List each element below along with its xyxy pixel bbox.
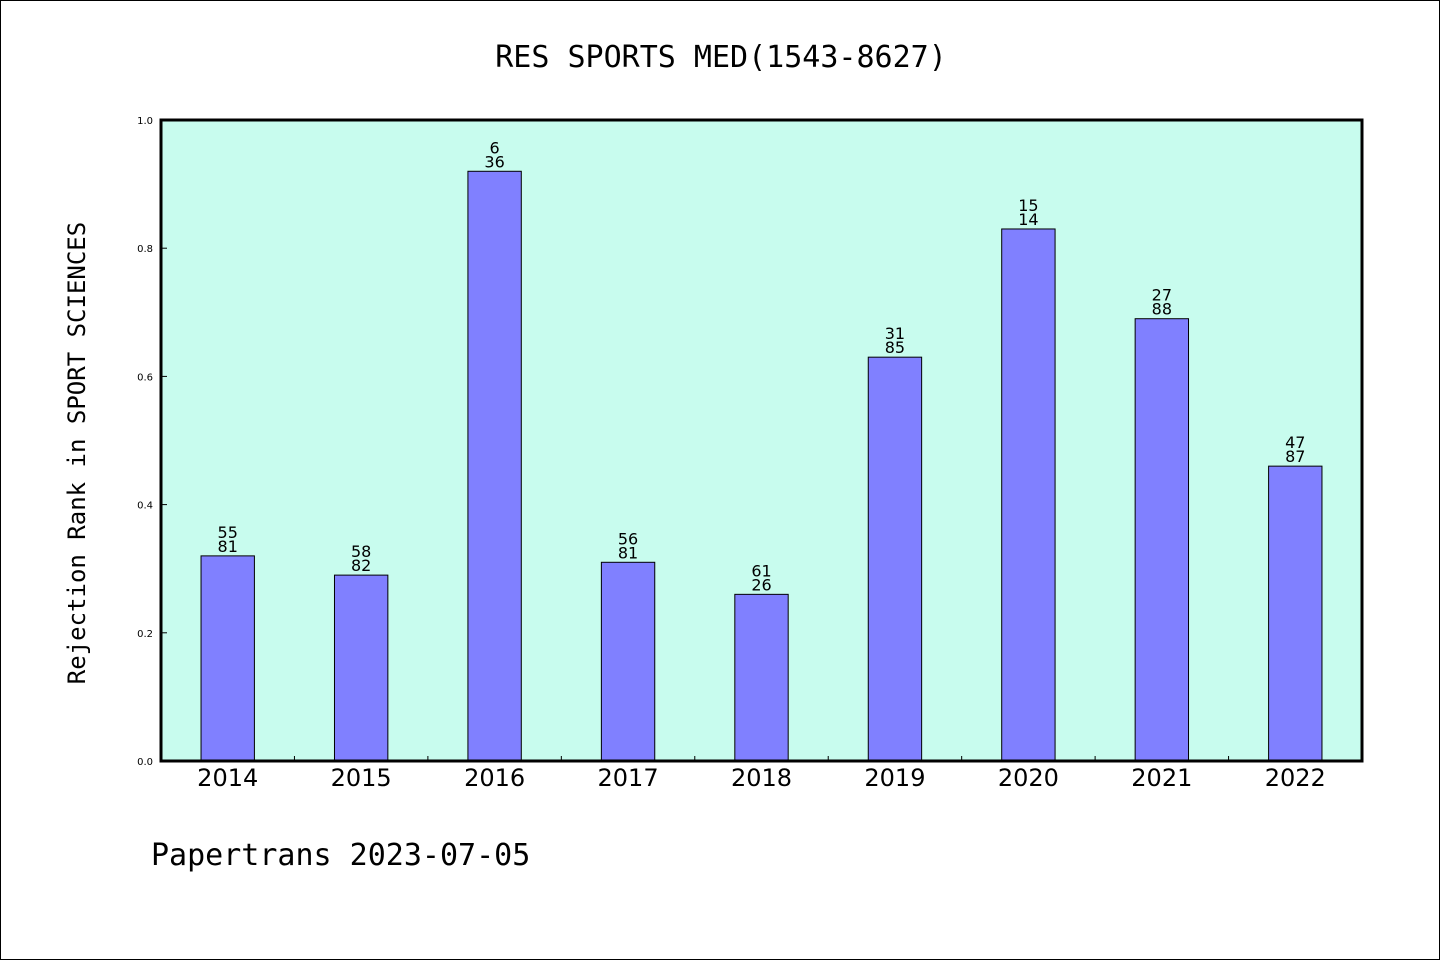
bar-2022 bbox=[1268, 465, 1323, 762]
y-tick-label-0.6: 0.6 bbox=[137, 372, 153, 383]
x-tick-label-2020: 2020 bbox=[998, 764, 1059, 792]
bar-label-2021-2: 88 bbox=[1152, 300, 1172, 319]
x-tick-label-2022: 2022 bbox=[1265, 764, 1326, 792]
x-tick-label-2021: 2021 bbox=[1131, 764, 1192, 792]
bar-2019 bbox=[867, 356, 923, 762]
bar-label-2022-1: 47 bbox=[1285, 433, 1305, 452]
bar-label-2021-1: 27 bbox=[1152, 286, 1172, 305]
axis-ticks: 2014 2015 2016 2017 2018 2019 2020 2021 2022 0.0 0… bbox=[137, 116, 1326, 792]
x-tick-label-2014: 2014 bbox=[197, 764, 258, 792]
bar-label-2019-1: 31 bbox=[885, 324, 905, 343]
y-tick-label-0.0: 0.0 bbox=[137, 757, 153, 768]
bar-label-2017-1: 56 bbox=[618, 529, 638, 548]
y-tick-label-0.8: 0.8 bbox=[137, 244, 153, 255]
bar-label-2020-2: 14 bbox=[1018, 210, 1038, 229]
bar-label-2019-2: 85 bbox=[885, 338, 905, 357]
bar-2018 bbox=[734, 593, 789, 762]
bar-2020 bbox=[1001, 228, 1056, 762]
chart-title: RES SPORTS MED(1543-8627) bbox=[495, 40, 947, 75]
bar-label-2017-2: 81 bbox=[618, 543, 638, 562]
bar-label-2018-1: 61 bbox=[751, 561, 771, 580]
bar-2015 bbox=[333, 574, 389, 762]
plot-frame bbox=[159, 118, 1364, 763]
bar-label-2014-1: 55 bbox=[218, 523, 238, 542]
bar-label-2018-2: 26 bbox=[751, 575, 771, 594]
y-axis-label: Rejection Rank in SPORT SCIENCES bbox=[63, 222, 91, 684]
bar-label-2014-2: 81 bbox=[218, 537, 238, 556]
bar-label-2020-1: 15 bbox=[1018, 196, 1038, 215]
bar-2014 bbox=[200, 555, 255, 762]
x-tick-label-2017: 2017 bbox=[598, 764, 659, 792]
bar-2017 bbox=[600, 561, 656, 762]
x-tick-label-2016: 2016 bbox=[464, 764, 525, 792]
x-tick-label-2015: 2015 bbox=[331, 764, 392, 792]
bar-label-2015-2: 82 bbox=[351, 556, 371, 575]
y-tick-label-0.4: 0.4 bbox=[137, 501, 153, 512]
bar-label-2016-2: 36 bbox=[484, 152, 504, 171]
x-tick-label-2018: 2018 bbox=[731, 764, 792, 792]
footer-credit: Papertrans 2023-07-05 bbox=[151, 838, 530, 873]
y-tick-label-0.2: 0.2 bbox=[137, 629, 153, 640]
x-tick-label-2019: 2019 bbox=[864, 764, 925, 792]
bar-2021 bbox=[1134, 318, 1190, 762]
bars bbox=[200, 170, 1323, 762]
bar-label-2015-1: 58 bbox=[351, 542, 371, 561]
y-tick-label-1.0: 1.0 bbox=[137, 116, 153, 127]
bar-2016 bbox=[467, 170, 522, 762]
bar-label-2016-1: 6 bbox=[490, 138, 500, 157]
bar-label-2022-2: 87 bbox=[1285, 447, 1305, 466]
